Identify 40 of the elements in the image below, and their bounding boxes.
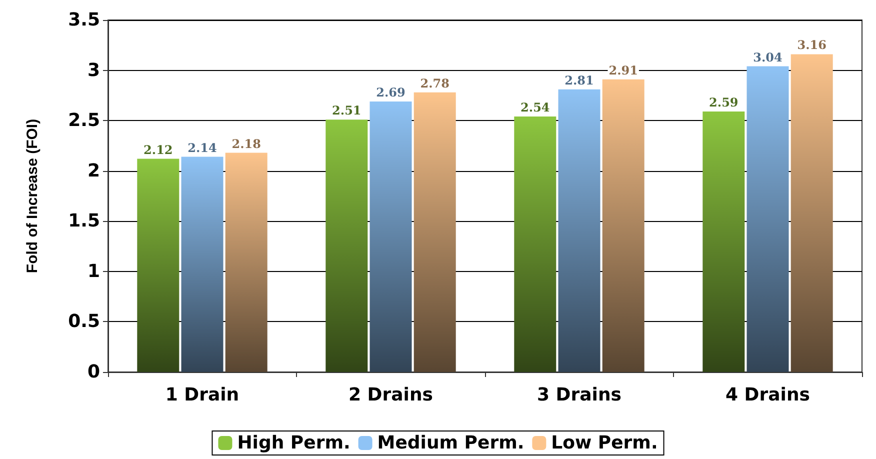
bar	[602, 79, 644, 372]
data-label: 2.18	[232, 136, 261, 151]
data-label: 2.12	[144, 142, 173, 157]
bar	[326, 120, 368, 372]
bar	[414, 92, 456, 372]
data-label: 2.81	[564, 73, 594, 88]
y-tick-label: 3.5	[68, 10, 100, 30]
bar	[225, 152, 268, 372]
x-tick-label: 1 Drain	[165, 384, 240, 406]
y-tick-label: 0	[87, 362, 100, 382]
legend-label: High Perm.	[237, 432, 350, 454]
y-tick-label: 1.5	[68, 210, 100, 232]
bar	[790, 54, 833, 372]
data-label: 3.16	[797, 38, 826, 52]
data-label: 2.59	[709, 96, 738, 110]
bar	[702, 112, 745, 372]
bar	[370, 101, 412, 372]
bar	[514, 116, 556, 372]
x-tick-label: 4 Drains	[726, 384, 810, 406]
data-label: 2.54	[520, 100, 550, 115]
x-tick-label: 2 Drains	[348, 384, 433, 406]
bar	[558, 89, 600, 372]
bar	[746, 66, 789, 372]
data-label: 2.51	[332, 104, 362, 118]
y-axis-title: Fold of Increase (FOI)	[24, 118, 41, 274]
data-label: 3.04	[753, 50, 782, 64]
y-tick-label: 2.5	[68, 110, 100, 132]
data-label: 2.69	[376, 85, 406, 100]
data-label: 2.91	[608, 63, 638, 78]
bar	[137, 158, 180, 372]
data-label: 2.78	[420, 76, 450, 90]
legend-label: Low Perm.	[551, 432, 658, 454]
y-tick-label: 2	[87, 160, 100, 182]
bar	[181, 156, 224, 372]
x-tick-label: 3 Drains	[537, 384, 622, 406]
y-tick-label: 1	[87, 260, 100, 282]
data-label: 2.14	[188, 140, 217, 155]
legend-label: Medium Perm.	[377, 432, 524, 454]
y-tick-label: 0.5	[68, 311, 100, 332]
y-tick-label: 3	[87, 60, 100, 81]
